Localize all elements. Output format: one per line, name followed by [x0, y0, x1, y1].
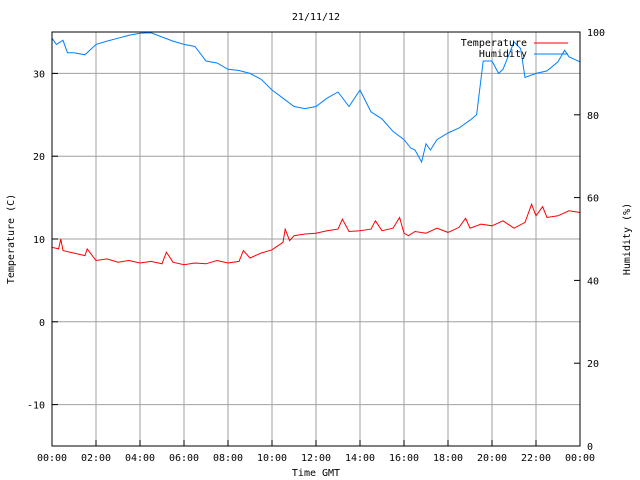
y2-tick-label: 80 [587, 111, 599, 122]
x-tick-label: 18:00 [433, 453, 463, 464]
y2-tick-label: 60 [587, 194, 599, 205]
x-tick-label: 06:00 [169, 453, 199, 464]
ticks: 00:00 02:00 04:00 06:00 08:00 10:00 12:00 14:00… [27, 28, 605, 464]
x-tick-label: 22:00 [521, 453, 551, 464]
y-tick-label: 30 [33, 69, 45, 80]
x-tick-label: 02:00 [81, 453, 111, 464]
y2-tick-label: 40 [587, 276, 599, 287]
y-tick-label: 10 [33, 235, 45, 246]
y-axis-label: Temperature (C) [6, 194, 17, 284]
y-tick-label: 0 [39, 318, 45, 329]
grid [52, 32, 580, 446]
x-tick-label: 00:00 [37, 453, 67, 464]
x-tick-label: 16:00 [389, 453, 419, 464]
x-tick-label: 08:00 [213, 453, 243, 464]
y-tick-label: 20 [33, 152, 45, 163]
series-group [51, 32, 581, 266]
series-line-humidity [51, 32, 581, 164]
legend: Temperature Humidity [461, 38, 568, 60]
y2-tick-label: 20 [587, 359, 599, 370]
x-tick-label: 10:00 [257, 453, 287, 464]
x-axis-label: Time GMT [292, 468, 340, 479]
series-line-temperature [51, 202, 581, 266]
x-tick-label: 20:00 [477, 453, 507, 464]
y2-tick-label: 100 [587, 28, 605, 39]
x-tick-label: 04:00 [125, 453, 155, 464]
y2-tick-label: 0 [587, 442, 593, 453]
y-tick-label: -10 [27, 401, 45, 412]
legend-label-humidity: Humidity [479, 49, 527, 60]
x-tick-label: 14:00 [345, 453, 375, 464]
x-tick-label: 12:00 [301, 453, 331, 464]
x-tick-label: 00:00 [565, 453, 595, 464]
chart-title: 21/11/12 [292, 12, 340, 23]
plot-frame [51, 31, 581, 447]
legend-label-temperature: Temperature [461, 38, 527, 49]
y2-axis-label: Humidity (%) [622, 203, 633, 275]
